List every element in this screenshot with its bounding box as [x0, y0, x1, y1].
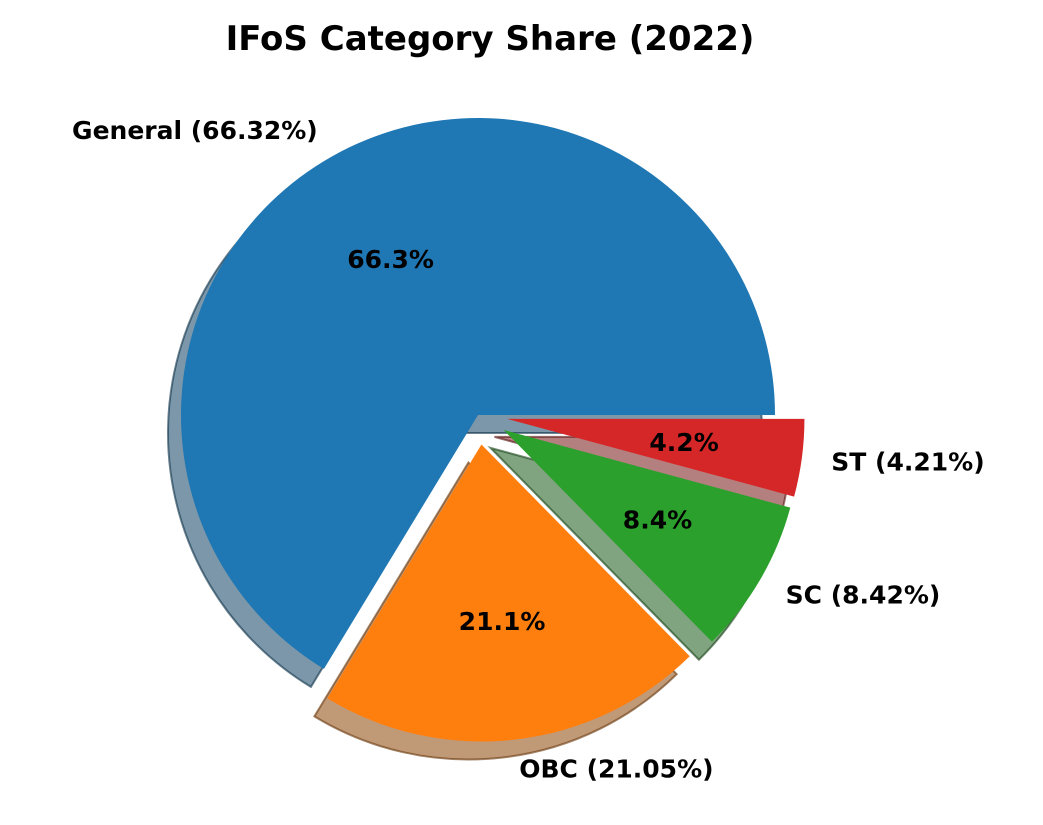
- pct-label-sc: 8.4%: [623, 505, 692, 534]
- slice-general: [180, 118, 776, 669]
- slice-st: [507, 418, 805, 497]
- slice-obc: [327, 444, 690, 742]
- chart-title: IFoS Category Share (2022): [226, 19, 755, 59]
- slice-labels: 66.3% General (66.32%) 21.1% OBC (21.05%) 8.…: [72, 116, 985, 784]
- outer-label-obc: OBC (21.05%): [519, 755, 713, 784]
- pct-label-st: 4.2%: [649, 428, 718, 457]
- pct-label-obc: 21.1%: [459, 607, 546, 636]
- pct-label-general: 66.3%: [347, 245, 434, 274]
- outer-label-general: General (66.32%): [72, 116, 318, 145]
- slices: [180, 118, 805, 742]
- outer-label-sc: SC (8.42%): [786, 580, 941, 609]
- slice-sc: [503, 429, 791, 642]
- outer-label-st: ST (4.21%): [831, 448, 984, 477]
